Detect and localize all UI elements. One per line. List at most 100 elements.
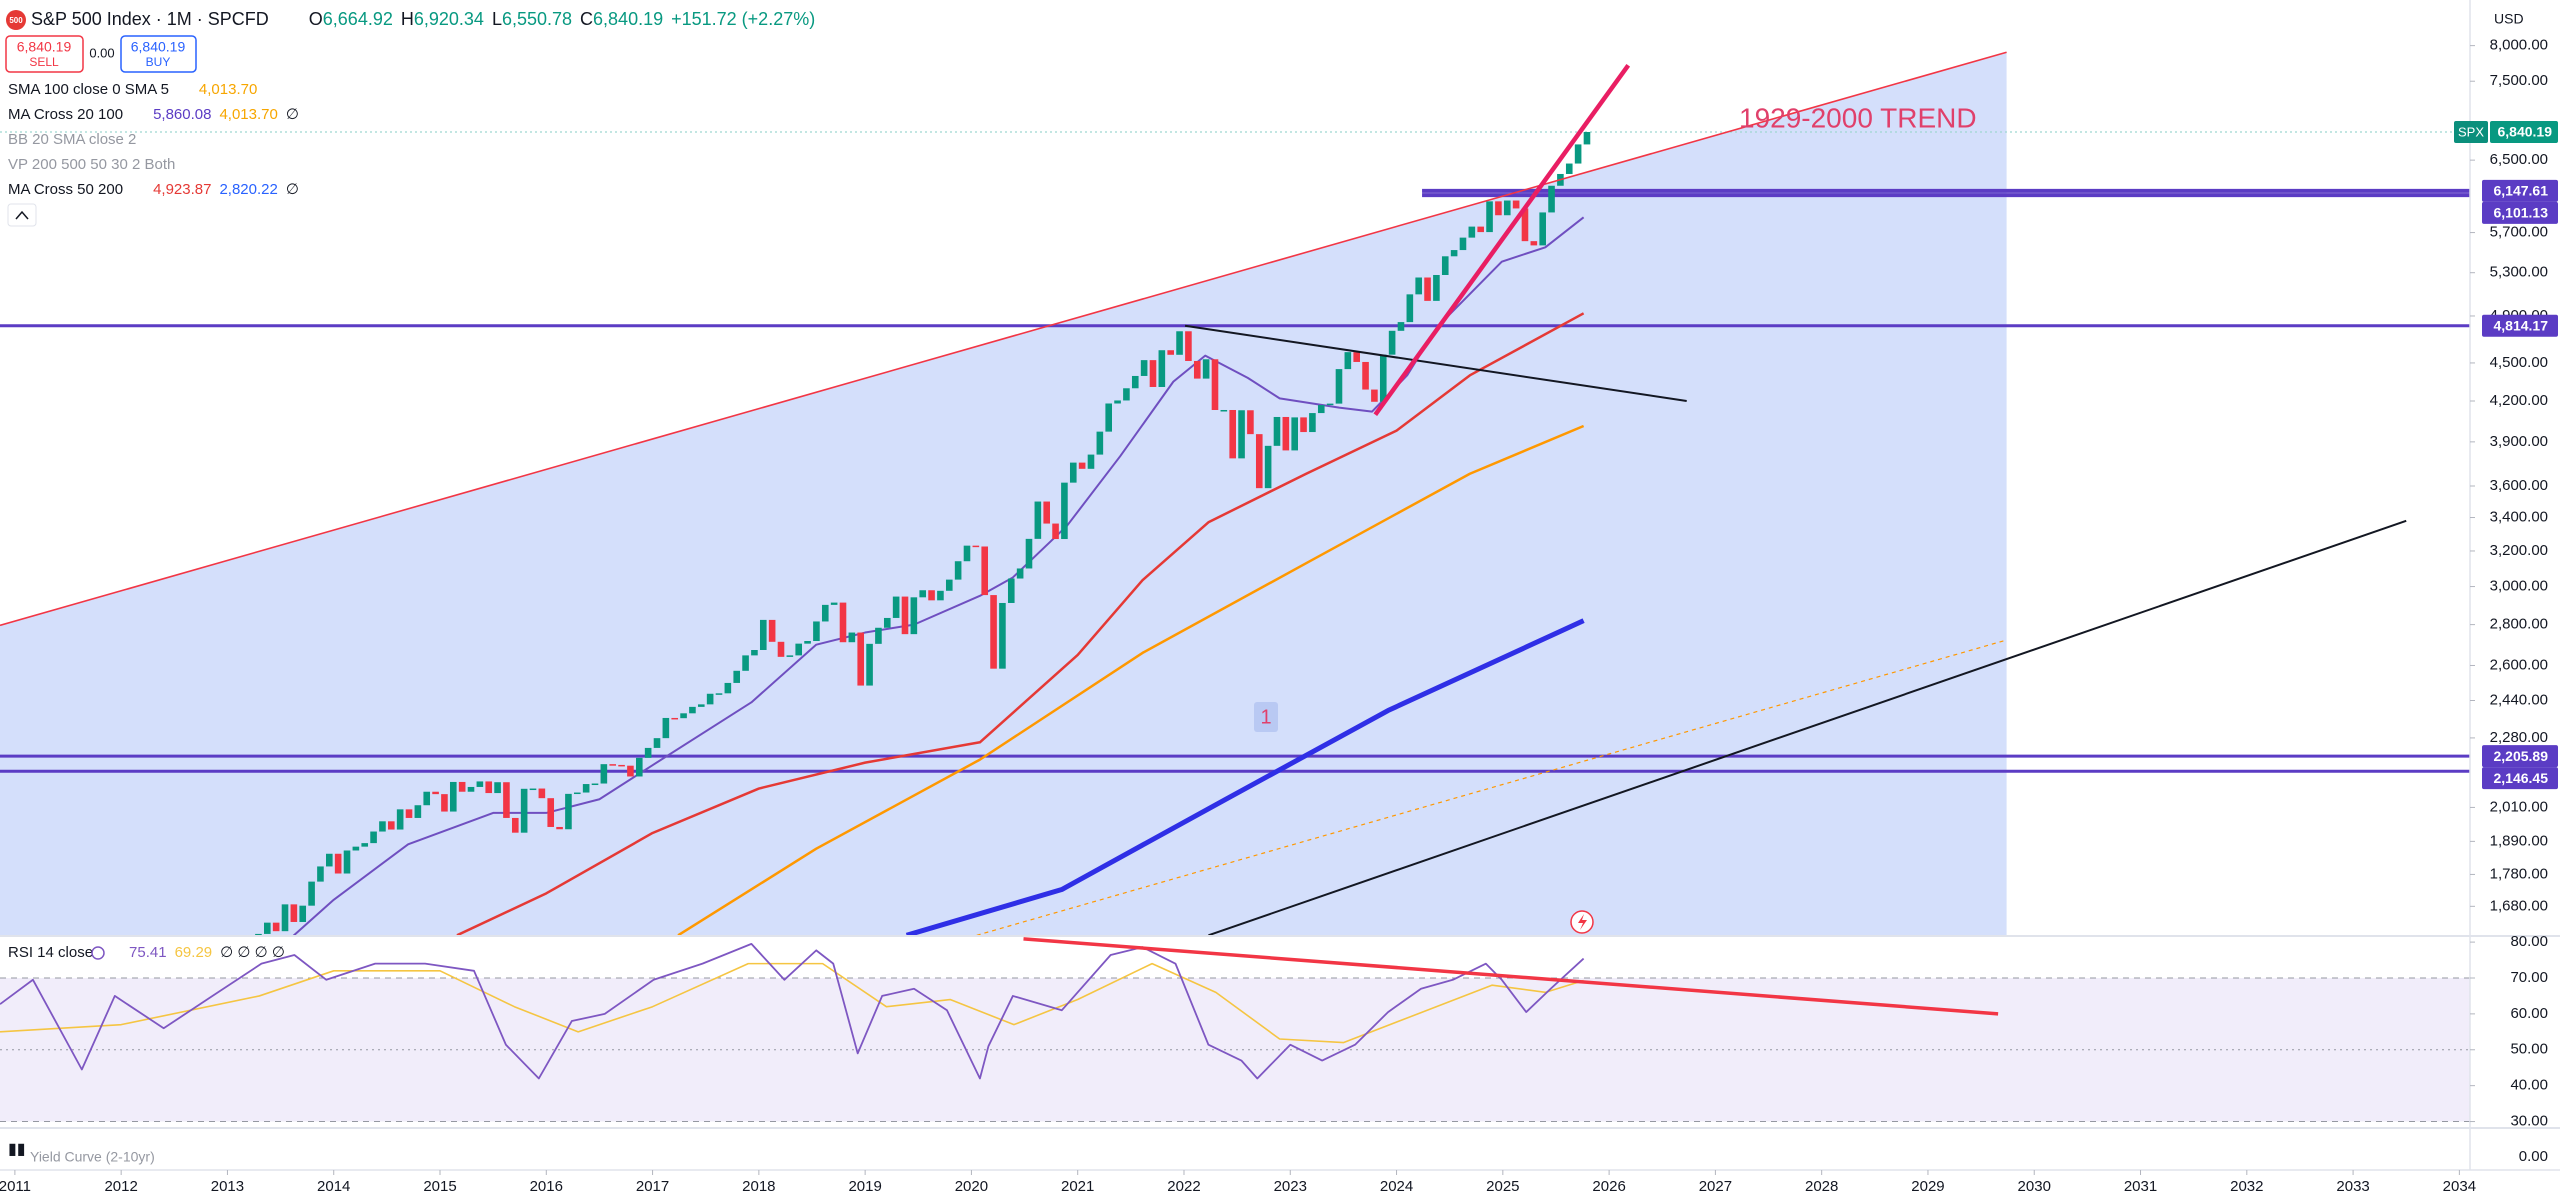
- candle: [565, 793, 572, 830]
- indicator-name[interactable]: SMA 100 close 0 SMA 5: [8, 81, 169, 98]
- indicator-value: 4,923.87: [153, 181, 211, 198]
- indicator-value: 4,013.70: [219, 106, 277, 123]
- y-tick-label: 6,500.00: [2490, 151, 2548, 168]
- symbol-title[interactable]: S&P 500 Index · 1M · SPCFD: [31, 9, 269, 29]
- last-symbol-box: [2454, 121, 2488, 144]
- candle: [1326, 403, 1334, 406]
- candle: [706, 693, 714, 705]
- trend-line[interactable]: [0, 51, 2007, 627]
- candle: [804, 640, 811, 644]
- candle: [1273, 416, 1281, 446]
- candle: [742, 655, 749, 671]
- candle: [848, 632, 856, 643]
- y-tick-label: 4,500.00: [2490, 354, 2548, 371]
- yield-tick-label: 0.00: [2519, 1148, 2548, 1165]
- annotation-text: 1: [1260, 706, 1271, 728]
- x-tick-label: 2011: [0, 1178, 31, 1195]
- candle: [759, 619, 767, 650]
- x-tick-label: 2016: [530, 1178, 563, 1195]
- candle: [928, 590, 935, 601]
- y-tick-label: 2,010.00: [2490, 798, 2548, 815]
- candle: [1220, 409, 1228, 412]
- candle: [1521, 208, 1529, 242]
- candle: [963, 545, 971, 562]
- collapse-button[interactable]: [7, 203, 37, 227]
- rsi-title[interactable]: RSI 14 close: [8, 944, 93, 961]
- y-tick-label: 4,200.00: [2490, 392, 2548, 409]
- last-symbol: SPX: [2458, 124, 2484, 139]
- candle: [751, 649, 758, 656]
- candle: [582, 784, 590, 793]
- candle: [538, 788, 546, 799]
- sell-button[interactable]: [5, 35, 84, 73]
- indicator-row: MA Cross 50 200 4,923.87 2,820.22 ∅: [8, 181, 299, 198]
- level-label-box: [2482, 767, 2558, 790]
- candle: [556, 826, 563, 830]
- indicator-flag: ∅: [286, 106, 299, 123]
- trend-shade: [0, 52, 2007, 936]
- candle: [387, 821, 395, 830]
- y-tick-label: 3,400.00: [2490, 508, 2548, 525]
- buy-button[interactable]: [120, 35, 197, 73]
- candle: [1247, 410, 1254, 435]
- price-pane: [0, 51, 2470, 936]
- candle: [715, 693, 723, 695]
- candle: [972, 545, 980, 548]
- annotation-box[interactable]: [1254, 702, 1278, 732]
- x-tick-label: 2023: [1274, 1178, 1307, 1195]
- candle: [937, 590, 944, 601]
- candle: [281, 904, 289, 932]
- x-tick-label: 2028: [1805, 1178, 1838, 1195]
- settings-icon[interactable]: [91, 946, 105, 960]
- x-tick-label: 2013: [211, 1178, 244, 1195]
- x-tick-label: 2030: [2018, 1178, 2051, 1195]
- candle: [1344, 352, 1352, 370]
- candle: [768, 619, 776, 642]
- rsi-line: [0, 942, 1585, 1080]
- y-tick-label: 1,680.00: [2490, 897, 2548, 914]
- candle: [1433, 274, 1440, 301]
- trend-line[interactable]: [1208, 519, 2407, 936]
- candle: [821, 604, 829, 622]
- candle: [1353, 352, 1360, 362]
- rsi-flags: ∅ ∅ ∅ ∅: [220, 944, 285, 961]
- y-tick-label: 5,700.00: [2490, 224, 2548, 241]
- indicator-name[interactable]: BB 20 SMA close 2: [8, 131, 136, 148]
- indicator-row: MA Cross 20 100 5,860.08 4,013.70 ∅: [8, 106, 299, 123]
- trend-line[interactable]: [1184, 324, 1687, 402]
- candle: [1291, 417, 1298, 451]
- indicator-name[interactable]: MA Cross 50 200: [8, 181, 123, 198]
- candle: [830, 602, 838, 605]
- indicator-name[interactable]: MA Cross 20 100: [8, 106, 123, 123]
- annotation-text[interactable]: 1929-2000 TREND: [1739, 102, 1977, 133]
- candle: [635, 757, 643, 777]
- indicator-value: 4,013.70: [199, 81, 257, 98]
- candle: [644, 747, 652, 758]
- yield-pane-title[interactable]: Yield Curve (2-10yr): [30, 1149, 155, 1165]
- candle: [1264, 445, 1272, 489]
- indicator-row: SMA 100 close 0 SMA 5 4,013.70: [8, 81, 257, 98]
- x-tick-label: 2025: [1486, 1178, 1519, 1195]
- x-tick-label: 2012: [104, 1178, 137, 1195]
- y-tick-label: 2,600.00: [2490, 656, 2548, 673]
- candle: [1335, 369, 1343, 404]
- candle: [1167, 350, 1174, 355]
- trend-line[interactable]: [1023, 937, 1999, 1016]
- x-tick-label: 2019: [848, 1178, 881, 1195]
- currency[interactable]: USD: [2494, 11, 2524, 27]
- candle: [883, 617, 891, 628]
- candle: [255, 933, 262, 936]
- trend-line[interactable]: [1373, 63, 1631, 417]
- logo[interactable]: ▮▮: [8, 1141, 26, 1158]
- x-tick-label: 2021: [1061, 1178, 1094, 1195]
- y-tick-label: 8,000.00: [2490, 37, 2548, 54]
- indicator-name[interactable]: VP 200 500 50 30 2 Both: [8, 156, 175, 173]
- candle: [627, 765, 634, 777]
- candle: [1371, 389, 1378, 402]
- candle: [1362, 361, 1369, 390]
- candle: [1530, 241, 1538, 246]
- candle: [777, 641, 785, 657]
- candle: [1424, 277, 1431, 301]
- candle: [485, 781, 493, 794]
- trend-line[interactable]: [976, 639, 2007, 936]
